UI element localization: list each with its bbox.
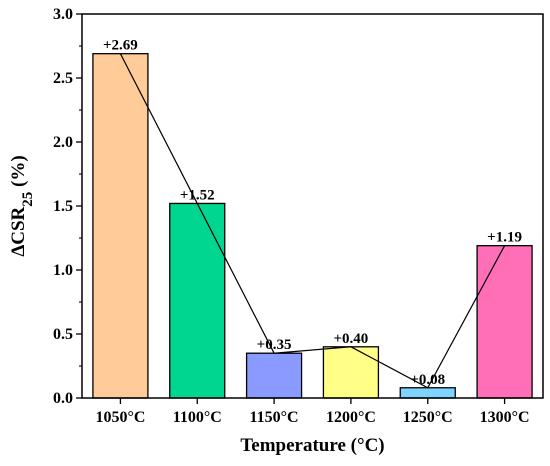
y-axis: 0.0 0.5 1.0 1.5 2.0 2.5 3.0 <box>53 6 82 407</box>
data-label-2: +0.35 <box>257 337 292 353</box>
y-tick-label-6: 3.0 <box>53 6 73 23</box>
y-tick-label-2: 1.0 <box>53 262 73 279</box>
bar-2 <box>245 352 303 399</box>
x-axis-title: Temperature (°C) <box>240 435 384 456</box>
bar-4 <box>399 387 456 399</box>
y-tick-label-5: 2.5 <box>53 70 73 87</box>
y-tick-label-4: 2.0 <box>53 134 73 151</box>
y-axis-title-subscript: 25 <box>20 192 36 207</box>
bar-0 <box>92 53 149 399</box>
x-tick-label-1: 1100°C <box>173 409 222 426</box>
plot-frame <box>81 13 544 399</box>
x-tick-label-0: 1050°C <box>95 409 145 426</box>
x-axis: 1050°C 1100°C 1150°C 1200°C 1250°C 1300°C <box>95 398 530 426</box>
trend-line-group <box>119 53 506 389</box>
data-label-3: +0.40 <box>334 331 369 347</box>
bar-3 <box>322 346 380 399</box>
data-label-0: +2.69 <box>103 38 138 54</box>
y-axis-title-unit: (%) <box>8 155 29 191</box>
data-label-4: +0.08 <box>410 372 445 388</box>
y-tick-label-3: 1.5 <box>53 198 73 215</box>
bar-5 <box>476 245 533 399</box>
bars-group <box>92 53 533 399</box>
y-axis-title: ΔCSR25 (%) <box>8 155 36 256</box>
x-tick-label-4: 1250°C <box>403 409 453 426</box>
data-labels-group: +2.69 +1.52 +0.35 +0.40 +0.08 +1.19 <box>103 38 522 388</box>
x-tick-label-3: 1200°C <box>326 409 376 426</box>
trend-line <box>119 53 506 389</box>
y-tick-label-1: 0.5 <box>53 326 73 343</box>
y-axis-title-main: ΔCSR <box>8 206 29 256</box>
x-tick-label-2: 1150°C <box>250 409 299 426</box>
bar-1 <box>169 202 226 399</box>
x-tick-label-5: 1300°C <box>480 409 530 426</box>
data-label-5: +1.19 <box>487 230 522 246</box>
y-tick-label-0: 0.0 <box>53 390 73 407</box>
data-label-1: +1.52 <box>180 187 215 203</box>
